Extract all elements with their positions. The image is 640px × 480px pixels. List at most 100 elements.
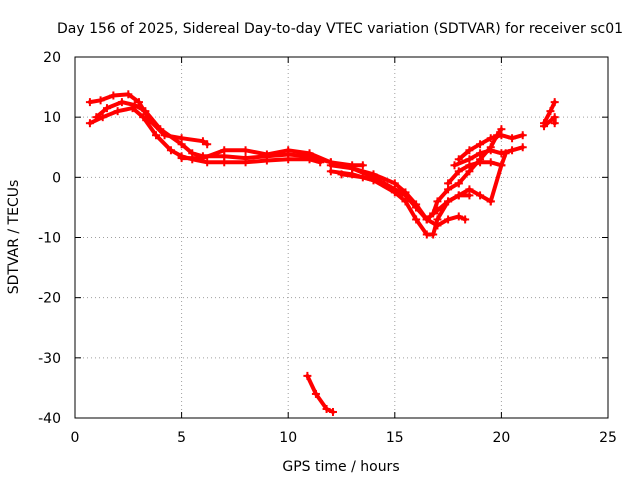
x-tick-label: 20 bbox=[492, 430, 510, 446]
data-point bbox=[433, 197, 442, 206]
data-point bbox=[508, 146, 517, 155]
data-point bbox=[348, 164, 357, 173]
data-point bbox=[461, 215, 470, 224]
data-point bbox=[328, 407, 337, 416]
y-tick-label: -30 bbox=[38, 351, 61, 367]
data-point bbox=[220, 146, 229, 155]
data-point bbox=[109, 91, 118, 100]
data-point bbox=[444, 179, 453, 188]
data-point bbox=[497, 131, 506, 140]
data-point bbox=[444, 197, 453, 206]
series-line bbox=[339, 172, 493, 222]
data-point bbox=[412, 215, 421, 224]
x-tick-label: 15 bbox=[386, 430, 404, 446]
data-point bbox=[497, 161, 506, 170]
data-point bbox=[486, 146, 495, 155]
data-point bbox=[134, 98, 143, 107]
data-point bbox=[540, 122, 549, 131]
data-point bbox=[188, 149, 197, 158]
data-point bbox=[203, 140, 212, 149]
data-point bbox=[476, 191, 485, 200]
data-point bbox=[102, 104, 111, 113]
data-point bbox=[241, 154, 250, 163]
data-point bbox=[130, 101, 139, 110]
data-point bbox=[476, 149, 485, 158]
series-track-12 bbox=[486, 149, 510, 206]
data-point bbox=[139, 113, 148, 122]
data-point bbox=[412, 203, 421, 212]
y-tick-label: 10 bbox=[43, 110, 61, 126]
data-point bbox=[465, 167, 474, 176]
data-point bbox=[337, 170, 346, 179]
data-point bbox=[454, 179, 463, 188]
data-point bbox=[241, 146, 250, 155]
data-point bbox=[198, 154, 207, 163]
grid bbox=[75, 57, 608, 418]
data-point bbox=[550, 98, 559, 107]
data-point bbox=[454, 212, 463, 221]
plot-frame bbox=[74, 56, 609, 419]
data-point bbox=[284, 146, 293, 155]
y-tick-label: 20 bbox=[43, 50, 61, 66]
data-point bbox=[454, 167, 463, 176]
data-point bbox=[518, 143, 527, 152]
data-point bbox=[358, 173, 367, 182]
data-point bbox=[198, 137, 207, 146]
y-tick-label: -10 bbox=[38, 231, 61, 247]
data-point bbox=[311, 389, 320, 398]
data-point bbox=[501, 149, 510, 158]
series-track-1 bbox=[85, 90, 212, 149]
data-point bbox=[166, 146, 175, 155]
data-point bbox=[96, 96, 105, 105]
x-tick-label: 10 bbox=[279, 430, 297, 446]
data-point bbox=[450, 161, 459, 170]
data-point bbox=[433, 221, 442, 230]
data-point bbox=[465, 185, 474, 194]
data-point bbox=[358, 161, 367, 170]
data-point bbox=[113, 107, 122, 116]
data-point bbox=[177, 140, 186, 149]
x-axis-label: GPS time / hours bbox=[282, 459, 399, 475]
data-point bbox=[454, 155, 463, 164]
y-tick-label: -20 bbox=[38, 291, 61, 307]
data-point bbox=[262, 150, 271, 159]
data-point bbox=[124, 90, 133, 99]
y-axis-label: SDTVAR / TECUs bbox=[6, 180, 22, 295]
x-tick-label: 0 bbox=[71, 430, 80, 446]
series-track-11 bbox=[454, 131, 527, 164]
data-point bbox=[92, 113, 101, 122]
data-point bbox=[476, 140, 485, 149]
x-tick-label: 5 bbox=[177, 430, 186, 446]
series-track-14 bbox=[540, 113, 559, 131]
data-point bbox=[486, 197, 495, 206]
data-point bbox=[152, 131, 161, 140]
data-point bbox=[550, 119, 559, 128]
data-point bbox=[486, 158, 495, 167]
data-point bbox=[401, 191, 410, 200]
data-point bbox=[305, 149, 314, 158]
data-point bbox=[444, 215, 453, 224]
data-point bbox=[322, 404, 331, 413]
data-point bbox=[85, 119, 94, 128]
data-point bbox=[465, 146, 474, 155]
series-track-15 bbox=[303, 371, 337, 416]
data-point bbox=[422, 215, 431, 224]
data-point bbox=[518, 131, 527, 140]
data-point bbox=[390, 179, 399, 188]
chart-title: Day 156 of 2025, Sidereal Day-to-day VTE… bbox=[57, 21, 623, 37]
axis-ticks: 0 5 10 15 20 25 20 10 0 -10 -20 -30 -40 bbox=[38, 50, 617, 446]
y-tick-label: 0 bbox=[52, 170, 61, 186]
data-point bbox=[454, 191, 463, 200]
x-tick-label: 25 bbox=[599, 430, 617, 446]
data-point bbox=[369, 170, 378, 179]
data-point bbox=[429, 230, 438, 239]
data-point bbox=[203, 158, 212, 167]
data-point bbox=[117, 98, 126, 107]
data-point bbox=[508, 134, 517, 143]
data-point bbox=[303, 371, 312, 380]
data-point bbox=[465, 155, 474, 164]
series-line bbox=[305, 373, 335, 414]
data-point bbox=[380, 179, 389, 188]
data-series-group bbox=[85, 90, 559, 416]
